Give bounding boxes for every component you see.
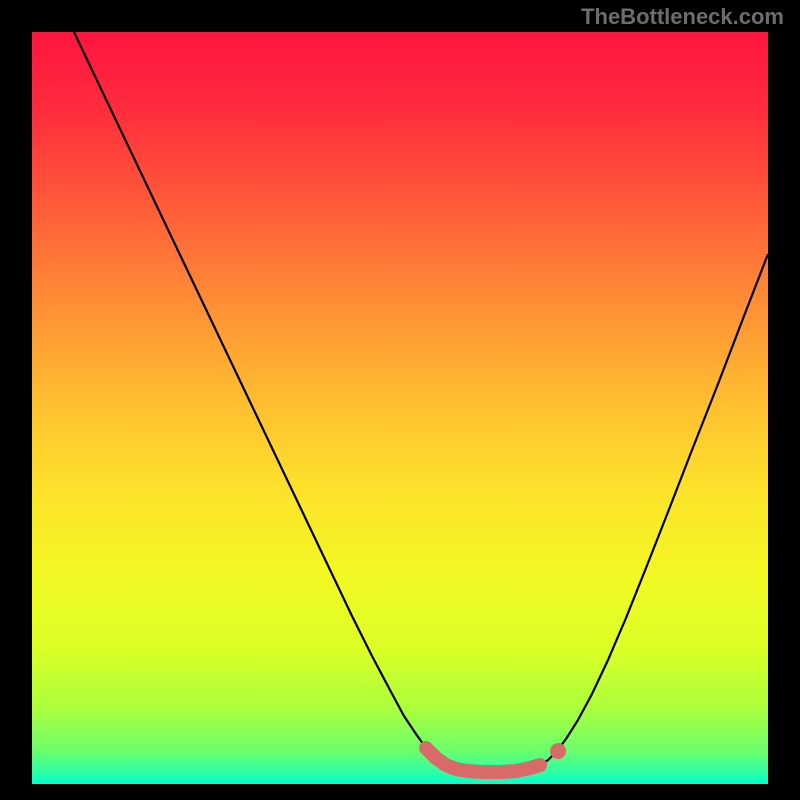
plot-area [32, 32, 768, 784]
optimal-point-marker [550, 743, 566, 759]
curve-layer [32, 32, 768, 784]
watermark-text: TheBottleneck.com [581, 4, 784, 30]
bottleneck-curve [74, 32, 768, 772]
optimal-range-highlight [426, 748, 540, 772]
chart-frame [0, 0, 800, 800]
